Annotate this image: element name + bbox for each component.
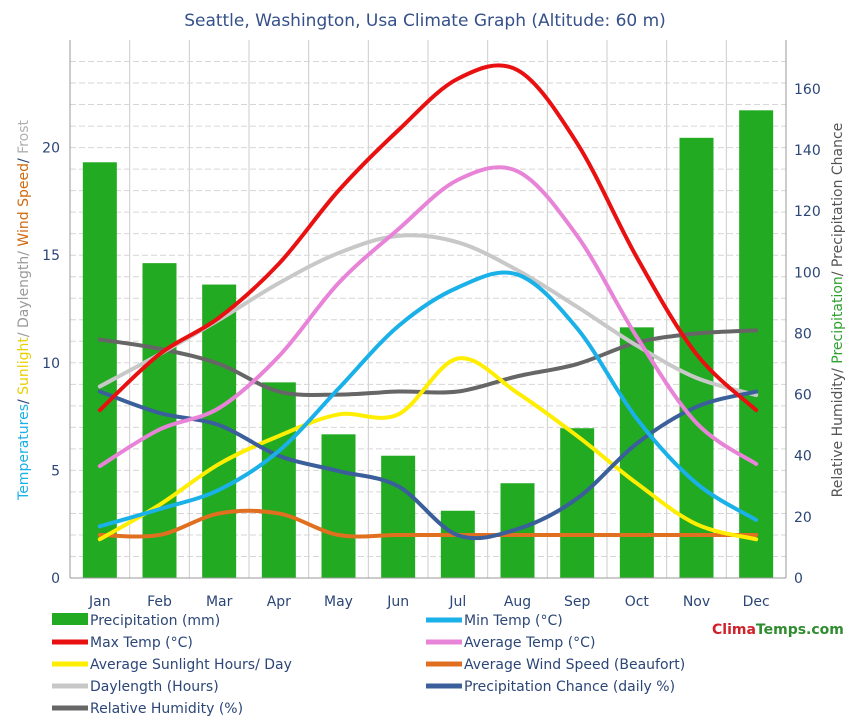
x-tick-label: May	[324, 594, 353, 610]
series-line	[97, 165, 759, 469]
x-tick-label: Jun	[386, 594, 409, 610]
left-tick-label: 15	[42, 248, 60, 264]
right-tick-label: 100	[794, 265, 821, 281]
chart-title: Seattle, Washington, Usa Climate Graph (…	[184, 11, 666, 31]
right-tick-label: 40	[794, 449, 812, 465]
axis-label-part: / Precipitation Chance	[830, 123, 846, 277]
series-line	[97, 270, 759, 529]
x-tick-label: Dec	[743, 594, 770, 610]
right-tick-label: 60	[794, 388, 812, 404]
axis-label-part: Frost	[16, 120, 32, 154]
series-line	[97, 63, 759, 413]
right-axis-label: Relative Humidity/ Precipitation/ Precip…	[830, 123, 846, 498]
right-tick-label: 120	[794, 204, 821, 220]
x-tick-label: Feb	[147, 594, 172, 610]
series-lines	[97, 63, 759, 542]
x-tick-label: Jan	[88, 594, 111, 610]
x-tick-label: Apr	[267, 594, 291, 610]
legend-swatch	[52, 613, 88, 625]
left-tick-label: 10	[42, 356, 60, 372]
x-tick-label: Oct	[625, 594, 650, 610]
axis-label-part: Sunlight	[16, 337, 32, 395]
legend-label: Precipitation Chance (daily %)	[464, 679, 675, 695]
precipitation-bar	[381, 455, 416, 578]
series-line	[97, 389, 759, 541]
x-tick-label: Sep	[564, 594, 591, 610]
precipitation-bar	[679, 137, 714, 578]
brand-part2: Temps.com	[756, 622, 844, 638]
brand-part1: Clima	[712, 622, 756, 638]
right-tick-label: 80	[794, 326, 812, 342]
axis-label-part: Relative Humidity/	[830, 364, 846, 498]
legend-label: Average Sunlight Hours/ Day	[90, 657, 292, 673]
legend-label: Precipitation (mm)	[90, 613, 220, 629]
legend-label: Min Temp (°C)	[464, 613, 563, 629]
x-tick-label: Mar	[206, 594, 233, 610]
precipitation-bar	[82, 162, 117, 579]
right-tick-label: 140	[794, 143, 821, 159]
x-tick-label: Jul	[448, 594, 466, 610]
legend-label: Daylength (Hours)	[90, 679, 219, 695]
axis-label-part: Wind Speed	[16, 163, 32, 247]
brand-logo[interactable]: ClimaTemps.com	[712, 622, 844, 638]
precipitation-bars	[82, 110, 774, 579]
x-tick-label: Aug	[504, 594, 531, 610]
legend: Precipitation (mm) Min Temp (°C) Max Temp …	[52, 613, 685, 717]
series-line	[97, 508, 759, 539]
x-tick-label: Nov	[683, 594, 710, 610]
axis-label-part: / Daylength/	[16, 247, 32, 338]
left-tick-label: 20	[42, 141, 60, 157]
legend-label: Average Wind Speed (Beaufort)	[464, 657, 685, 673]
axes: 0 5 10 15 20 0 20 40 60 80 100 120 140 160 Jan Feb Mar Ap…	[42, 40, 821, 610]
precipitation-bar	[142, 263, 177, 578]
right-tick-label: 0	[794, 571, 803, 587]
plot-area	[69, 40, 787, 578]
precipitation-bar	[560, 428, 595, 578]
precipitation-bar	[261, 382, 296, 578]
legend-label: Relative Humidity (%)	[90, 701, 243, 717]
right-tick-label: 20	[794, 510, 812, 526]
right-tick-label: 160	[794, 82, 821, 98]
precipitation-bar	[739, 110, 774, 578]
series-line	[97, 356, 759, 542]
axis-label-part: /	[16, 395, 32, 404]
axis-label-part: Temperatures	[16, 404, 32, 501]
left-axis-label: Temperatures/ Sunlight/ Daylength/ Wind …	[16, 120, 32, 501]
legend-label: Average Temp (°C)	[464, 635, 595, 651]
legend-label: Max Temp (°C)	[90, 635, 193, 651]
precipitation-bar	[321, 434, 356, 578]
left-tick-label: 0	[51, 571, 60, 587]
left-tick-label: 5	[51, 463, 60, 479]
axis-label-part: /	[16, 154, 32, 163]
axis-label-part: Precipitation	[830, 276, 846, 364]
precipitation-bar	[440, 510, 475, 578]
